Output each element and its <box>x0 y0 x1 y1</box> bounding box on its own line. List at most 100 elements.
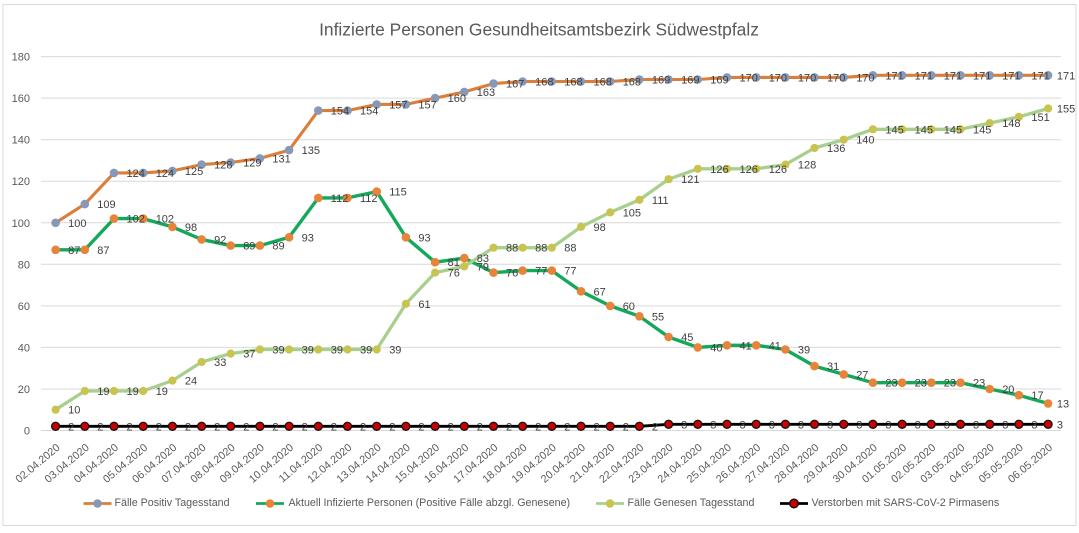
svg-text:136: 136 <box>827 143 845 155</box>
svg-text:24: 24 <box>185 376 197 388</box>
svg-text:126: 126 <box>710 164 728 176</box>
svg-text:3: 3 <box>944 419 950 431</box>
svg-text:126: 126 <box>740 164 758 176</box>
svg-text:98: 98 <box>185 222 197 234</box>
svg-text:145: 145 <box>973 124 991 136</box>
svg-text:2: 2 <box>272 421 278 433</box>
svg-text:148: 148 <box>1002 118 1020 130</box>
svg-text:Infizierte Personen Gesundheit: Infizierte Personen Gesundheitsamtsbezir… <box>319 20 759 40</box>
svg-text:2: 2 <box>535 421 541 433</box>
svg-text:157: 157 <box>389 99 407 111</box>
svg-text:87: 87 <box>97 245 109 257</box>
svg-text:171: 171 <box>1057 70 1075 82</box>
svg-text:60: 60 <box>623 301 635 313</box>
svg-text:2: 2 <box>360 421 366 433</box>
svg-text:2: 2 <box>564 421 570 433</box>
svg-text:131: 131 <box>272 153 290 165</box>
svg-text:121: 121 <box>681 174 699 186</box>
svg-text:102: 102 <box>127 214 145 226</box>
svg-text:27: 27 <box>856 369 868 381</box>
svg-text:3: 3 <box>798 419 804 431</box>
svg-text:19: 19 <box>97 386 109 398</box>
svg-text:2: 2 <box>506 421 512 433</box>
svg-text:80: 80 <box>18 259 30 271</box>
svg-text:2: 2 <box>418 421 424 433</box>
svg-text:3: 3 <box>1002 419 1008 431</box>
svg-text:88: 88 <box>506 243 518 255</box>
svg-text:2: 2 <box>127 421 133 433</box>
svg-text:60: 60 <box>18 301 30 313</box>
svg-text:33: 33 <box>214 357 226 369</box>
svg-text:145: 145 <box>885 124 903 136</box>
svg-text:23: 23 <box>885 378 897 390</box>
svg-text:124: 124 <box>127 168 145 180</box>
svg-text:109: 109 <box>97 199 115 211</box>
svg-text:100: 100 <box>68 218 86 230</box>
svg-text:39: 39 <box>389 345 401 357</box>
svg-text:163: 163 <box>477 87 495 99</box>
svg-text:168: 168 <box>594 77 612 89</box>
svg-text:3: 3 <box>1057 419 1063 431</box>
svg-text:77: 77 <box>564 266 576 278</box>
svg-text:81: 81 <box>448 257 460 269</box>
svg-text:3: 3 <box>915 419 921 431</box>
svg-text:105: 105 <box>623 207 641 219</box>
svg-text:39: 39 <box>360 345 372 357</box>
svg-text:135: 135 <box>302 145 320 157</box>
svg-text:20: 20 <box>18 384 30 396</box>
svg-text:2: 2 <box>448 421 454 433</box>
svg-text:40: 40 <box>18 342 30 354</box>
svg-text:2: 2 <box>97 421 103 433</box>
svg-text:61: 61 <box>418 299 430 311</box>
svg-text:92: 92 <box>214 234 226 246</box>
svg-text:39: 39 <box>331 345 343 357</box>
svg-text:171: 171 <box>915 70 933 82</box>
svg-text:77: 77 <box>535 266 547 278</box>
svg-text:79: 79 <box>477 261 489 273</box>
svg-text:2: 2 <box>652 421 658 433</box>
svg-text:115: 115 <box>389 187 407 199</box>
svg-text:23: 23 <box>915 378 927 390</box>
svg-text:20: 20 <box>1002 384 1014 396</box>
svg-text:2: 2 <box>243 421 249 433</box>
svg-text:3: 3 <box>856 419 862 431</box>
svg-text:180: 180 <box>12 52 30 64</box>
svg-text:10: 10 <box>68 405 80 417</box>
svg-text:93: 93 <box>302 232 314 244</box>
svg-text:67: 67 <box>594 286 606 298</box>
svg-text:17: 17 <box>1031 390 1043 402</box>
svg-text:111: 111 <box>652 195 669 207</box>
svg-text:2: 2 <box>185 421 191 433</box>
svg-text:140: 140 <box>12 135 30 147</box>
svg-text:151: 151 <box>1031 112 1049 124</box>
svg-text:170: 170 <box>740 72 758 84</box>
svg-text:170: 170 <box>827 72 845 84</box>
svg-text:2: 2 <box>68 421 74 433</box>
svg-text:120: 120 <box>12 176 30 188</box>
svg-text:171: 171 <box>944 70 962 82</box>
svg-text:154: 154 <box>331 106 349 118</box>
svg-text:2: 2 <box>623 421 629 433</box>
svg-text:126: 126 <box>769 164 787 176</box>
svg-text:89: 89 <box>272 241 284 253</box>
svg-text:170: 170 <box>798 72 816 84</box>
svg-text:39: 39 <box>798 345 810 357</box>
svg-text:168: 168 <box>564 77 582 89</box>
svg-text:3: 3 <box>827 419 833 431</box>
svg-text:170: 170 <box>769 72 787 84</box>
svg-text:128: 128 <box>214 160 232 172</box>
svg-text:2: 2 <box>156 421 162 433</box>
svg-text:155: 155 <box>1057 104 1075 116</box>
svg-text:39: 39 <box>272 345 284 357</box>
svg-text:160: 160 <box>448 93 466 105</box>
svg-text:41: 41 <box>740 340 752 352</box>
svg-text:40: 40 <box>710 342 722 354</box>
svg-text:171: 171 <box>973 70 991 82</box>
svg-text:Aktuell Infizierte Personen (P: Aktuell Infizierte Personen (Positive Fä… <box>289 497 571 509</box>
svg-text:2: 2 <box>389 421 395 433</box>
svg-text:171: 171 <box>1031 70 1049 82</box>
svg-text:87: 87 <box>68 245 80 257</box>
svg-text:112: 112 <box>331 193 349 205</box>
svg-text:13: 13 <box>1057 399 1069 411</box>
svg-text:3: 3 <box>885 419 891 431</box>
